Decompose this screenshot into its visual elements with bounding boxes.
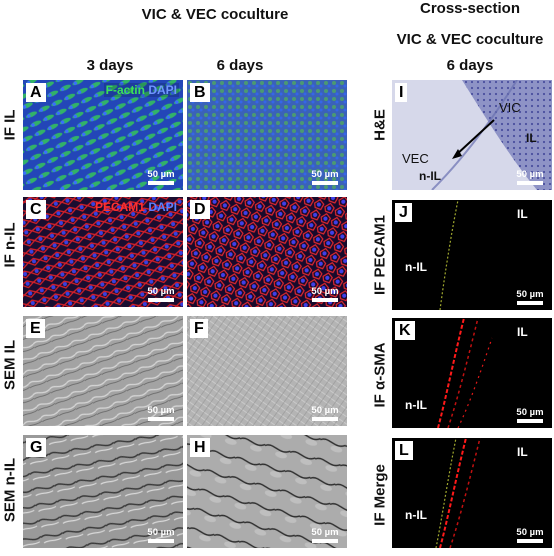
stain-pecam1-label: PECAM1 xyxy=(94,200,145,214)
scale-label: 50 µm xyxy=(311,527,339,538)
label-nil: n-IL xyxy=(405,260,427,274)
panel-c-pecam1-3days: C PECAM1 DAPI 50 µm xyxy=(23,197,183,307)
sem-image xyxy=(187,316,347,426)
stain-dapi-label: DAPI xyxy=(148,200,177,214)
panel-e-sem-il-3days: E 50 µm xyxy=(23,316,183,426)
header-3-days: 3 days xyxy=(86,57,134,74)
row-label-if-asma: IF α-SMA xyxy=(371,342,389,408)
label-il: IL xyxy=(517,207,528,221)
panel-b-factin-6days: B 50 µm xyxy=(187,80,347,190)
label-nil: n-IL xyxy=(405,508,427,522)
panel-j-pecam1-cross-section: J IL n-IL 50 µm xyxy=(392,200,552,310)
panel-letter: B xyxy=(190,83,210,102)
scale-label: 50 µm xyxy=(516,407,544,418)
scale-bar: 50 µm xyxy=(144,527,178,543)
row-label-if-il: IF IL xyxy=(1,109,19,141)
stain-factin-label: F-actin xyxy=(105,83,145,97)
scale-label: 50 µm xyxy=(516,169,544,180)
label-il: IL xyxy=(526,131,537,145)
scale-bar: 50 µm xyxy=(144,169,178,185)
scale-label: 50 µm xyxy=(311,405,339,416)
header-coculture-left: VIC & VEC coculture xyxy=(141,6,289,23)
panel-h-sem-nil-6days: H 50 µm xyxy=(187,435,347,548)
panel-letter: A xyxy=(26,83,46,102)
fluorescence-image xyxy=(23,80,183,190)
scale-label: 50 µm xyxy=(147,405,175,416)
panel-d-pecam1-6days: D 50 µm xyxy=(187,197,347,307)
fluorescence-image xyxy=(435,438,481,548)
scale-bar: 50 µm xyxy=(144,405,178,421)
panel-letter: D xyxy=(190,200,210,219)
stain-dapi-label: DAPI xyxy=(148,83,177,97)
scale-label: 50 µm xyxy=(147,169,175,180)
panel-letter: J xyxy=(395,203,412,222)
scale-label: 50 µm xyxy=(147,527,175,538)
panel-letter: L xyxy=(395,441,413,460)
panel-letter: C xyxy=(26,200,46,219)
row-label-sem-nil: SEM n-IL xyxy=(1,457,19,523)
scale-label: 50 µm xyxy=(147,286,175,297)
scale-bar: 50 µm xyxy=(144,286,178,302)
row-label-if-merge: IF Merge xyxy=(371,464,389,526)
scale-bar: 50 µm xyxy=(513,407,547,423)
stain-legend: F-actin DAPI xyxy=(103,83,179,97)
scale-bar: 50 µm xyxy=(308,405,342,421)
header-6-days-right: 6 days xyxy=(446,57,494,74)
panel-g-sem-nil-3days: G 50 µm xyxy=(23,435,183,548)
fluorescence-image xyxy=(187,80,347,190)
row-label-sem-il: SEM IL xyxy=(1,339,19,391)
header-coculture-right: VIC & VEC coculture xyxy=(396,31,544,48)
label-vec: VEC xyxy=(402,151,429,166)
header-6-days-left: 6 days xyxy=(216,57,264,74)
scale-label: 50 µm xyxy=(311,169,339,180)
label-vic: VIC xyxy=(499,100,521,115)
fluorescence-image xyxy=(187,197,347,307)
label-nil: n-IL xyxy=(405,398,427,412)
scale-bar: 50 µm xyxy=(513,169,547,185)
row-label-he: H&E xyxy=(371,109,389,141)
panel-letter: E xyxy=(26,319,45,338)
panel-letter: F xyxy=(190,319,208,338)
row-label-if-pecam1: IF PECAM1 xyxy=(371,214,389,296)
label-nil: n-IL xyxy=(419,169,441,183)
scale-bar: 50 µm xyxy=(308,527,342,543)
stain-legend: PECAM1 DAPI xyxy=(93,200,179,214)
label-il: IL xyxy=(517,325,528,339)
sem-image xyxy=(187,435,347,548)
panel-letter: G xyxy=(26,438,47,457)
header-cross-section: Cross-section xyxy=(419,0,521,17)
panel-i-he-cross-section: I VIC IL VEC n-IL 50 µm xyxy=(392,80,552,190)
scale-bar: 50 µm xyxy=(308,169,342,185)
panel-a-factin-3days: A F-actin DAPI 50 µm xyxy=(23,80,183,190)
label-il: IL xyxy=(517,445,528,459)
panel-letter: K xyxy=(395,321,415,340)
scale-bar: 50 µm xyxy=(308,286,342,302)
fluorescence-image xyxy=(23,197,183,307)
scale-label: 50 µm xyxy=(516,527,544,538)
scale-label: 50 µm xyxy=(516,289,544,300)
sem-image xyxy=(23,435,183,548)
scale-bar: 50 µm xyxy=(513,289,547,305)
scale-label: 50 µm xyxy=(311,286,339,297)
scale-bar: 50 µm xyxy=(513,527,547,543)
panel-letter: I xyxy=(395,83,408,102)
panel-letter: H xyxy=(190,438,210,457)
panel-f-sem-il-6days: F 50 µm xyxy=(187,316,347,426)
panel-k-asma-cross-section: K IL n-IL 50 µm xyxy=(392,318,552,428)
row-label-if-nil: IF n-IL xyxy=(1,222,19,268)
sem-image xyxy=(23,316,183,426)
he-stain-image xyxy=(392,80,552,190)
panel-l-merge-cross-section: L IL n-IL 50 µm xyxy=(392,438,552,548)
